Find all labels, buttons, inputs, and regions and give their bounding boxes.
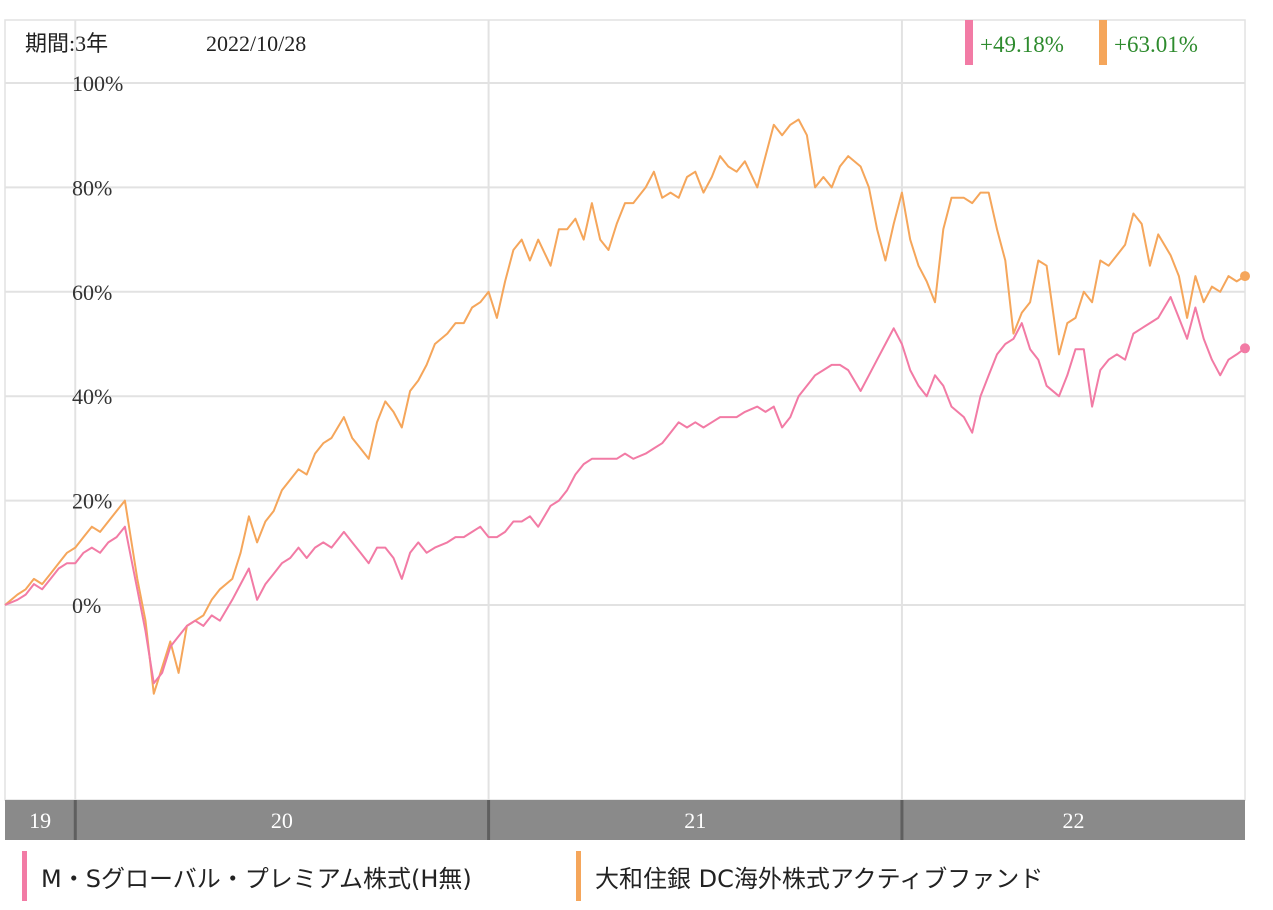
legend-item-series-1: M・Sグローバル・プレミアム株式(H無) bbox=[22, 851, 472, 901]
legend-swatch bbox=[22, 851, 27, 901]
y-axis-tick-labels: 100% 80% 60% 40% 20% 0% bbox=[72, 71, 123, 618]
x-tick-label: 21 bbox=[684, 808, 706, 833]
legend-label: M・Sグローバル・プレミアム株式(H無) bbox=[41, 864, 472, 893]
y-tick-label: 100% bbox=[72, 71, 123, 96]
legend-item-series-2: 大和住銀 DC海外株式アクティブファンド bbox=[576, 851, 1043, 901]
legend-swatch bbox=[576, 851, 581, 901]
return-value: +49.18% bbox=[980, 32, 1064, 57]
y-tick-label: 0% bbox=[72, 593, 101, 618]
y-tick-label: 20% bbox=[72, 489, 112, 514]
return-badges: +49.18% +63.01% bbox=[965, 20, 1198, 65]
chart-area: 19 20 21 22 100% 80% 60% 40% 20% 0% 期間:3年 2022/1… bbox=[4, 19, 1250, 840]
x-tick-label: 22 bbox=[1062, 808, 1084, 833]
y-tick-label: 80% bbox=[72, 175, 112, 200]
y-tick-label: 60% bbox=[72, 280, 112, 305]
x-tick-label: 20 bbox=[271, 808, 293, 833]
y-tick-label: 40% bbox=[72, 384, 112, 409]
return-swatch bbox=[1099, 20, 1107, 65]
legend-label: 大和住銀 DC海外株式アクティブファンド bbox=[595, 864, 1044, 893]
return-value: +63.01% bbox=[1114, 32, 1198, 57]
x-axis-bar: 19 20 21 22 bbox=[5, 800, 1245, 840]
series-lines bbox=[4, 118, 1250, 695]
series-line-1 bbox=[4, 296, 1246, 685]
period-label: 期間:3年 bbox=[25, 31, 108, 56]
return-swatch bbox=[965, 20, 973, 65]
series-endpoint-1 bbox=[1240, 343, 1250, 354]
date-label: 2022/10/28 bbox=[206, 31, 306, 56]
plot-border bbox=[4, 19, 1246, 801]
series-line-2 bbox=[4, 118, 1246, 695]
x-axis-band bbox=[5, 800, 1245, 840]
series-endpoint-2 bbox=[1240, 271, 1250, 282]
x-tick-label: 19 bbox=[29, 808, 51, 833]
grid bbox=[4, 19, 1246, 801]
line-chart: 19 20 21 22 100% 80% 60% 40% 20% 0% 期間:3年 2022/1… bbox=[4, 19, 1250, 840]
legend: M・Sグローバル・プレミアム株式(H無) 大和住銀 DC海外株式アクティブファン… bbox=[0, 845, 1273, 910]
chart-header: 期間:3年 2022/10/28 bbox=[25, 31, 306, 56]
